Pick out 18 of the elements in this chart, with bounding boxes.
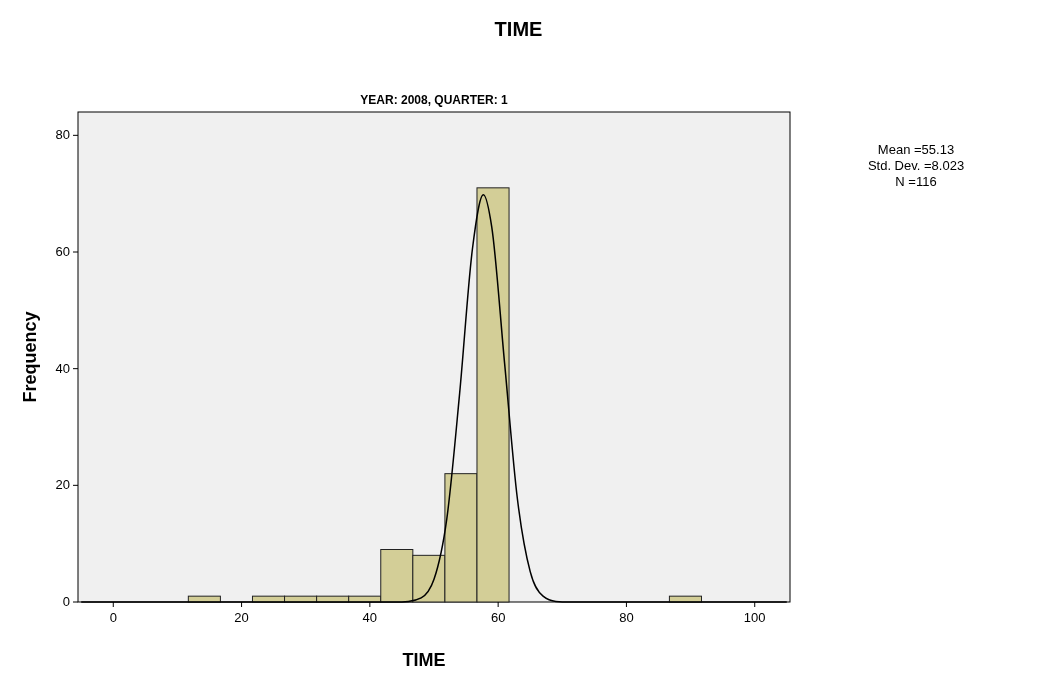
chart-subtitle: YEAR: 2008, QUARTER: 1 [360,93,509,107]
x-axis-title: TIME [402,650,446,670]
y-tick-label: 0 [62,594,70,609]
y-tick-label: 20 [55,477,70,493]
text: Mean =55.13 [877,142,955,157]
y-axis-title: Frequency [20,311,40,403]
text: N =116 [895,174,937,189]
x-tick-label: 60 [490,610,506,625]
y-tick-label: 60 [55,244,70,259]
y-tick-label: 40 [55,360,70,376]
x-tick-label: 80 [619,610,634,625]
chart-title: TIME [494,18,543,40]
y-tick-label: 80 [55,127,70,143]
x-tick-label: 0 [109,610,117,625]
x-tick-label: 40 [362,610,378,625]
x-tick-label: 100 [743,610,766,625]
x-tick-label: 20 [234,610,249,625]
text: Std. Dev. =8.023 [867,158,965,173]
